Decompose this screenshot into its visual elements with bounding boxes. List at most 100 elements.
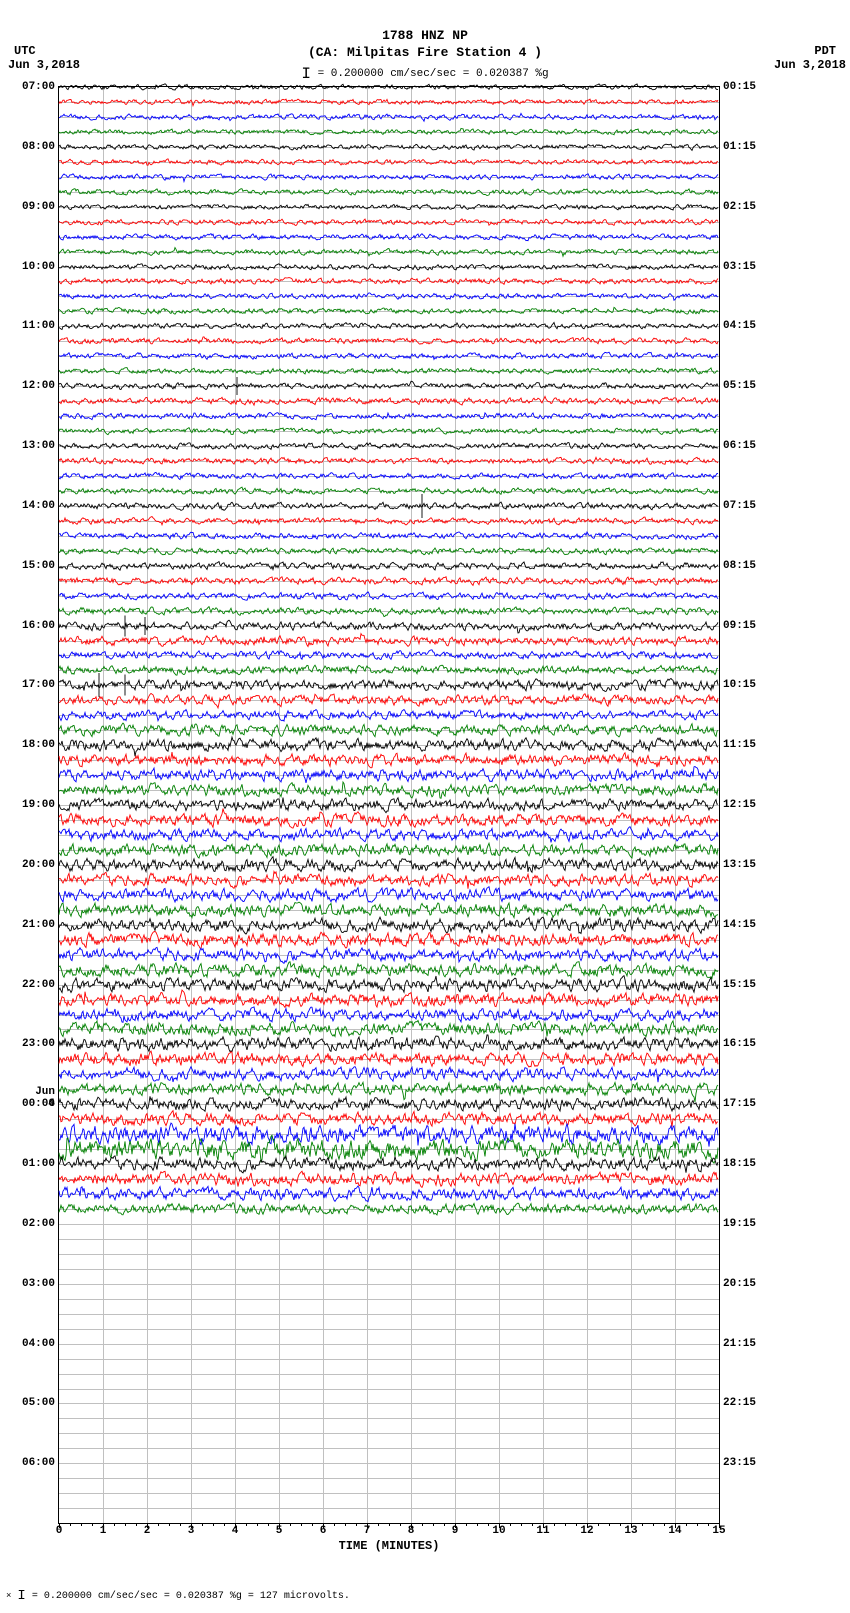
seismic-trace <box>59 723 719 737</box>
xaxis-tick-label: 11 <box>536 1525 549 1537</box>
seismic-trace <box>59 559 719 573</box>
seismic-trace <box>59 544 719 558</box>
xaxis-minor-tick <box>653 1523 654 1526</box>
xaxis-minor-tick <box>356 1523 357 1526</box>
left-time-label: 18:00 <box>22 739 55 751</box>
xaxis-minor-tick <box>389 1523 390 1526</box>
seismic-trace <box>59 873 719 887</box>
grid-horizontal <box>59 1418 719 1419</box>
seismic-trace <box>59 1157 719 1171</box>
station-name: (CA: Milpitas Fire Station 4 ) <box>0 45 850 62</box>
xaxis-minor-tick <box>510 1523 511 1526</box>
xaxis-minor-tick <box>466 1523 467 1526</box>
seismic-trace <box>59 140 719 154</box>
tz-right-label: PDT <box>814 44 836 58</box>
left-time-label: 20:00 <box>22 859 55 871</box>
xaxis-minor-tick <box>92 1523 93 1526</box>
seismic-trace <box>59 1097 719 1111</box>
xaxis-tick-label: 1 <box>100 1525 107 1537</box>
seismic-trace <box>59 289 719 303</box>
xaxis-minor-tick <box>213 1523 214 1526</box>
xaxis-tick-label: 0 <box>56 1525 63 1537</box>
seismic-trace <box>59 1112 719 1126</box>
seismic-trace <box>59 798 719 812</box>
grid-horizontal <box>59 1329 719 1330</box>
seismic-trace <box>59 978 719 992</box>
left-time-label: 17:00 <box>22 679 55 691</box>
left-time-label: 04:00 <box>22 1338 55 1350</box>
seismic-trace <box>59 678 719 692</box>
xaxis-minor-tick <box>565 1523 566 1526</box>
date-left-label: Jun 3,2018 <box>8 58 80 72</box>
grid-horizontal <box>59 1269 719 1270</box>
seismic-trace <box>59 185 719 199</box>
seismic-trace <box>59 813 719 827</box>
chart-header: 1788 HNZ NP (CA: Milpitas Fire Station 4… <box>0 0 850 83</box>
seismic-trace <box>59 1172 719 1186</box>
seismic-trace <box>59 1052 719 1066</box>
seismic-trace <box>59 110 719 124</box>
day-change-label: Jun 4 <box>35 1086 55 1110</box>
seismic-trace <box>59 95 719 109</box>
seismic-trace <box>59 349 719 363</box>
xaxis-minor-tick <box>521 1523 522 1526</box>
right-time-label: 22:15 <box>723 1397 756 1409</box>
seismic-trace <box>59 693 719 707</box>
right-time-label: 01:15 <box>723 141 756 153</box>
seismic-trace <box>59 1082 719 1096</box>
right-time-label: 12:15 <box>723 799 756 811</box>
seismic-trace <box>59 619 719 633</box>
seismic-trace <box>59 424 719 438</box>
xaxis-minor-tick <box>345 1523 346 1526</box>
left-time-label: 13:00 <box>22 440 55 452</box>
seismic-trace <box>59 304 719 318</box>
left-time-label: 05:00 <box>22 1397 55 1409</box>
seismic-trace <box>59 993 719 1007</box>
right-time-label: 14:15 <box>723 919 756 931</box>
seismic-trace <box>59 903 719 917</box>
seismic-trace <box>59 125 719 139</box>
xaxis-tick-label: 4 <box>232 1525 239 1537</box>
right-time-label: 10:15 <box>723 679 756 691</box>
grid-horizontal <box>59 1359 719 1360</box>
left-time-label: 14:00 <box>22 500 55 512</box>
seismic-trace <box>59 604 719 618</box>
right-time-label: 13:15 <box>723 859 756 871</box>
left-time-label: 11:00 <box>22 320 55 332</box>
grid-horizontal <box>59 1344 719 1345</box>
grid-horizontal <box>59 1254 719 1255</box>
xaxis-minor-tick <box>697 1523 698 1526</box>
seismic-trace <box>59 858 719 872</box>
seismic-trace <box>59 484 719 498</box>
left-time-label: 21:00 <box>22 919 55 931</box>
xaxis-minor-tick <box>609 1523 610 1526</box>
grid-horizontal <box>59 1433 719 1434</box>
seismic-trace <box>59 469 719 483</box>
grid-horizontal <box>59 1448 719 1449</box>
xaxis-tick-label: 10 <box>492 1525 505 1537</box>
xaxis-minor-tick <box>81 1523 82 1526</box>
right-time-label: 17:15 <box>723 1098 756 1110</box>
right-time-label: 21:15 <box>723 1338 756 1350</box>
grid-horizontal <box>59 1224 719 1225</box>
seismic-trace <box>59 589 719 603</box>
left-time-label: 07:00 <box>22 81 55 93</box>
seismic-trace <box>59 843 719 857</box>
seismic-trace <box>59 574 719 588</box>
xaxis-minor-tick <box>180 1523 181 1526</box>
xaxis-tick-label: 2 <box>144 1525 151 1537</box>
grid-horizontal <box>59 1403 719 1404</box>
xaxis-minor-tick <box>444 1523 445 1526</box>
seismic-trace <box>59 230 719 244</box>
grid-horizontal <box>59 1239 719 1240</box>
seismic-trace <box>59 170 719 184</box>
seismic-trace <box>59 963 719 977</box>
seismic-trace <box>59 783 719 797</box>
seismic-trace <box>59 1127 719 1141</box>
right-time-label: 05:15 <box>723 380 756 392</box>
seismic-trace <box>59 634 719 648</box>
right-time-label: 19:15 <box>723 1218 756 1230</box>
seismogram-container: UTC Jun 3,2018 PDT Jun 3,2018 1788 HNZ N… <box>0 0 850 1613</box>
right-time-label: 07:15 <box>723 500 756 512</box>
left-time-label: 10:00 <box>22 261 55 273</box>
